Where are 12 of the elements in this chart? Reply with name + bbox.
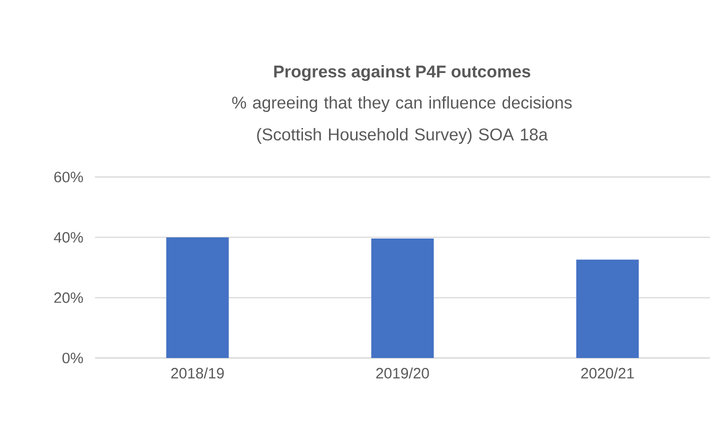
x-tick-label: 2020/21 bbox=[581, 368, 634, 378]
y-tick-label: 40% bbox=[54, 232, 83, 243]
y-tick-label: 0% bbox=[62, 352, 83, 364]
y-tick-label: 20% bbox=[54, 292, 83, 303]
bar bbox=[166, 237, 229, 358]
x-tick-label: 2019/20 bbox=[376, 368, 429, 378]
bar bbox=[371, 238, 434, 358]
y-tick-label: 60% bbox=[54, 172, 83, 182]
chart-subtitle: % agreeing that they can influence decisions (Scottish Household Survey) SOA 18a bbox=[232, 96, 572, 144]
chart-title: Progress against P4F outcomes bbox=[274, 65, 530, 81]
bar bbox=[576, 260, 639, 358]
x-tick-label: 2018/19 bbox=[171, 368, 224, 378]
